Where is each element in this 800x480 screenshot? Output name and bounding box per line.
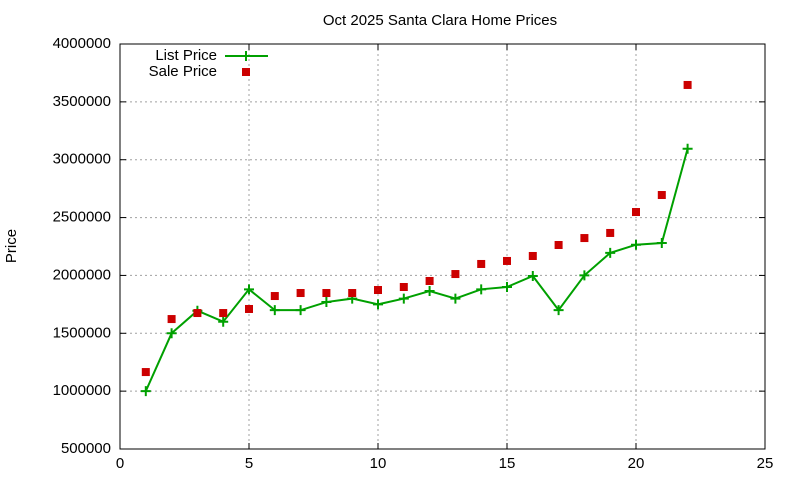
- point: [554, 240, 563, 249]
- point: [632, 208, 640, 217]
- point: [296, 289, 305, 298]
- point: [398, 293, 409, 304]
- point: [166, 328, 177, 339]
- y-tick-label: 3500000: [53, 93, 111, 110]
- y-tick-label: 2500000: [53, 209, 111, 226]
- point: [502, 282, 512, 292]
- point: [245, 304, 253, 313]
- series-line: [144, 148, 689, 392]
- y-axis-label: Price: [3, 229, 20, 263]
- point: [374, 286, 382, 295]
- point: [682, 143, 693, 154]
- point: [399, 283, 408, 291]
- legend-label: Sale Price: [149, 63, 217, 80]
- point: [295, 305, 306, 316]
- point: [527, 271, 538, 282]
- legend-marker: [241, 51, 251, 61]
- point: [322, 289, 331, 298]
- x-tick-label: 15: [499, 455, 516, 472]
- point: [269, 305, 280, 316]
- y-tick-label: 500000: [61, 440, 111, 457]
- point: [244, 284, 254, 295]
- x-tick-label: 20: [628, 455, 645, 472]
- point: [477, 259, 486, 268]
- point: [605, 247, 616, 258]
- point: [579, 270, 590, 281]
- point: [580, 234, 589, 243]
- x-tick-label: 5: [245, 455, 253, 472]
- y-tick-label: 4000000: [53, 35, 111, 52]
- point: [606, 228, 615, 237]
- point: [167, 315, 176, 324]
- point: [450, 293, 461, 304]
- x-tick-label: 25: [757, 455, 774, 472]
- point: [553, 305, 564, 316]
- point: [425, 276, 434, 285]
- x-tick-label: 0: [116, 455, 124, 472]
- point: [656, 238, 667, 249]
- y-tick-label: 1000000: [53, 382, 111, 399]
- point: [270, 292, 279, 301]
- point: [348, 289, 357, 298]
- point: [219, 309, 228, 318]
- point: [528, 251, 537, 260]
- point: [218, 316, 229, 327]
- y-tick-label: 2000000: [53, 266, 111, 283]
- y-tick-label: 3000000: [53, 151, 111, 168]
- point: [141, 368, 150, 377]
- point: [321, 297, 332, 308]
- point: [683, 80, 692, 89]
- point: [631, 239, 641, 250]
- point: [503, 256, 511, 265]
- legend-label: List Price: [155, 47, 217, 64]
- point: [424, 286, 435, 297]
- point: [657, 191, 666, 200]
- point: [451, 270, 460, 279]
- point: [373, 299, 383, 310]
- point: [140, 386, 151, 397]
- legend-marker: [242, 68, 250, 76]
- plot-frame: [119, 43, 766, 450]
- point: [476, 284, 487, 295]
- point: [193, 309, 202, 318]
- x-tick-label: 10: [370, 455, 387, 472]
- chart-title: Oct 2025 Santa Clara Home Prices: [323, 12, 557, 29]
- y-tick-label: 1500000: [53, 324, 111, 341]
